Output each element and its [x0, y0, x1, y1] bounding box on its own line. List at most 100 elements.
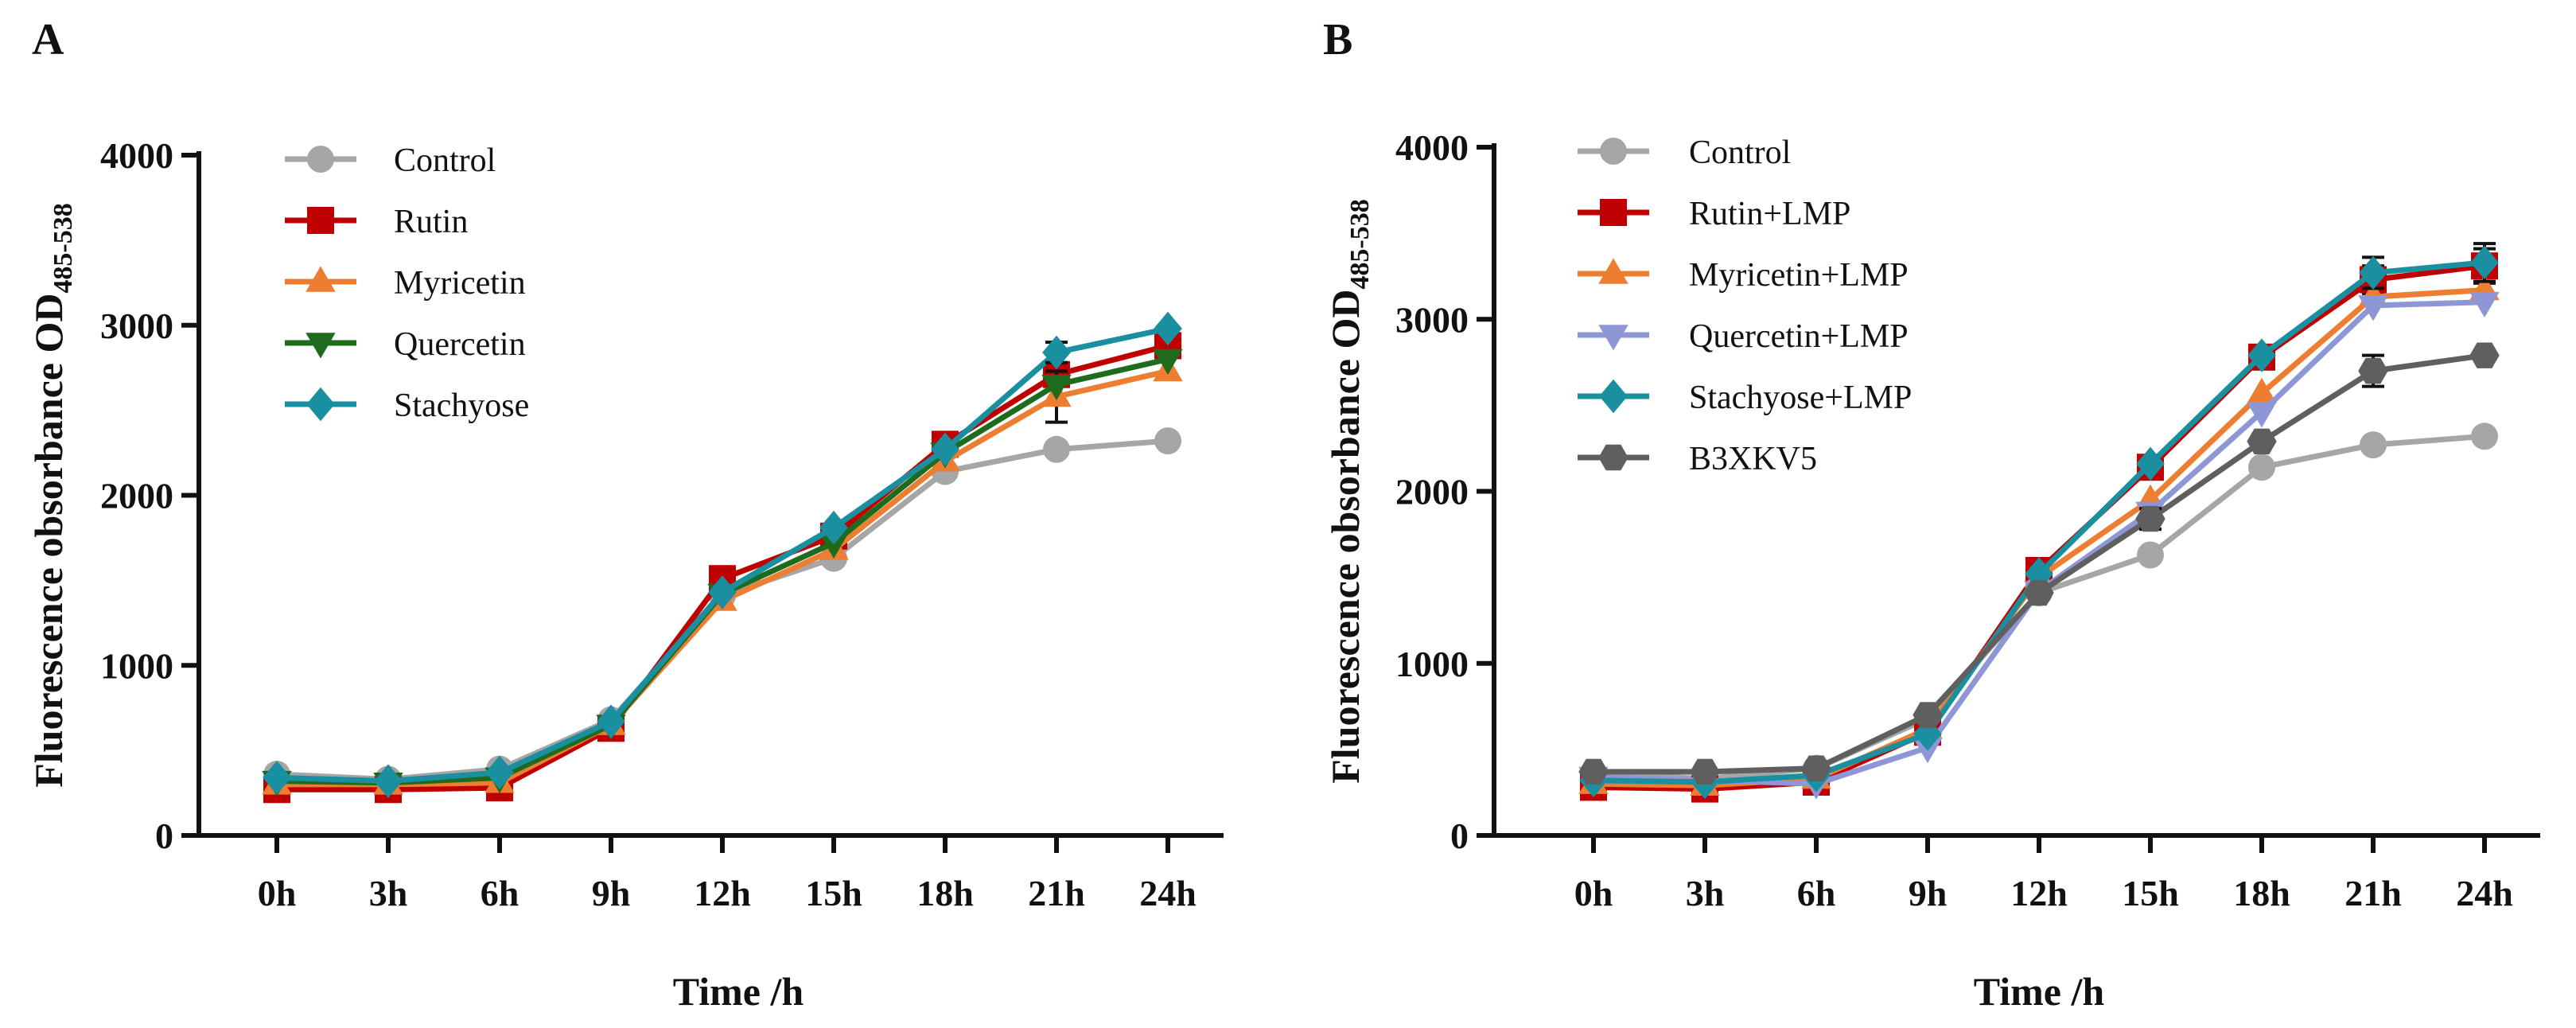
- series-line: [1593, 299, 2485, 787]
- x-tick-label: 24h: [1139, 873, 1197, 913]
- data-point: [2136, 446, 2165, 481]
- panel-b: B 0 1000 2000 3000 4000 0h 3h 6h 9h 12h 15h 18h 21h 24…: [1323, 15, 2540, 1014]
- legend-label: Rutin: [394, 204, 468, 240]
- x-tick-label: 6h: [481, 873, 519, 913]
- data-point: [2024, 579, 2054, 606]
- data-point: [1154, 427, 1181, 455]
- data-point: [2359, 255, 2387, 290]
- legend-swatch-marker: [1600, 138, 1627, 165]
- series-line: [1593, 433, 2485, 782]
- legend-swatch-marker: [1598, 258, 1628, 284]
- legend-item: Stachyose: [285, 387, 529, 424]
- x-tick-label: 15h: [2122, 873, 2179, 913]
- x-tick-label: 12h: [2010, 873, 2068, 913]
- x-tick-label: 9h: [592, 873, 631, 913]
- x-tick-label: 21h: [1028, 873, 1085, 913]
- legend-label: B3XKV5: [1689, 441, 1817, 477]
- legend-label: Myricetin+LMP: [1689, 257, 1909, 294]
- data-point: [1042, 335, 1071, 370]
- legend-item: Rutin: [285, 204, 468, 240]
- legend-swatch-marker: [307, 146, 334, 173]
- legend-swatch-marker: [1598, 444, 1628, 471]
- legend-swatch-marker: [1599, 379, 1628, 414]
- panel-label: A: [32, 15, 64, 64]
- y-tick-label: 2000: [100, 476, 173, 516]
- x-tick-label: 18h: [2233, 873, 2290, 913]
- legend-swatch-marker: [1600, 199, 1627, 226]
- series-b3xkv5: [1578, 342, 2500, 785]
- x-axis-title: Time /h: [1974, 969, 2105, 1014]
- y-tick-label: 4000: [100, 135, 173, 176]
- legend-label: Quercetin: [394, 326, 526, 363]
- x-axis-title: Time /h: [673, 969, 804, 1014]
- legend-item: Quercetin: [285, 326, 526, 363]
- legend-item: Control: [285, 142, 496, 179]
- data-point: [2247, 377, 2277, 403]
- x-tick-label: 3h: [369, 873, 408, 913]
- data-point: [1578, 758, 1609, 785]
- data-point: [819, 510, 848, 545]
- y-tick-label: 3000: [100, 306, 173, 346]
- legend-label: Rutin+LMP: [1689, 196, 1850, 232]
- data-point: [2358, 357, 2388, 384]
- legend-swatch-marker: [305, 333, 336, 359]
- y-axis-title-subscript: 485-538: [49, 203, 78, 293]
- legend-item: Stachyose+LMP: [1578, 379, 1912, 416]
- y-tick-label: 4000: [1395, 127, 1469, 168]
- data-point: [2469, 342, 2500, 368]
- data-point: [1153, 349, 1183, 376]
- legend-label: Quercetin+LMP: [1689, 318, 1909, 355]
- data-point: [597, 704, 625, 739]
- x-tick-label: 0h: [258, 873, 297, 913]
- legend-label: Control: [394, 142, 496, 179]
- y-tick-label: 1000: [1395, 644, 1469, 684]
- x-tick-label: 12h: [694, 873, 751, 913]
- data-point: [1154, 311, 1182, 346]
- data-point: [263, 761, 291, 795]
- data-point: [2470, 245, 2499, 280]
- data-point: [1913, 702, 1943, 728]
- data-point: [1043, 435, 1070, 463]
- y-axis-title-subscript: 485-538: [1345, 199, 1375, 289]
- x-tick-label: 9h: [1909, 873, 1948, 913]
- panel-a: A 0 1000 2000 3000 4000 0h 3h 6h 9h 12h 15h 18h 21h 24…: [26, 15, 1224, 1014]
- y-axis-title: Fluorescence obsorbance OD485-538: [26, 203, 78, 788]
- data-point: [2135, 505, 2165, 532]
- data-point: [2471, 422, 2498, 450]
- legend-item: Quercetin+LMP: [1578, 318, 1909, 355]
- x-tick-label: 21h: [2344, 873, 2402, 913]
- data-point: [1801, 755, 1831, 781]
- y-axis-title-main: Fluorescence obsorbance OD: [1323, 290, 1368, 784]
- series-line: [1593, 286, 2485, 789]
- data-point: [2469, 291, 2500, 318]
- panel-label: B: [1323, 15, 1352, 64]
- data-point: [1041, 374, 1072, 401]
- data-point: [2358, 295, 2388, 321]
- data-point: [819, 532, 849, 559]
- legend-item: Control: [1578, 134, 1791, 171]
- legend-swatch-marker: [305, 266, 336, 292]
- data-point: [2360, 431, 2387, 459]
- legend-label: Stachyose+LMP: [1689, 380, 1912, 416]
- legend-label: Myricetin: [394, 265, 526, 302]
- legend-item: Rutin+LMP: [1578, 196, 1850, 232]
- series-stachyose: [263, 311, 1182, 798]
- x-tick-label: 6h: [1797, 873, 1836, 913]
- legend-label: Control: [1689, 134, 1791, 171]
- legend-item: B3XKV5: [1578, 441, 1817, 477]
- x-tick-label: 15h: [805, 873, 862, 913]
- data-point: [1690, 758, 1720, 785]
- data-point: [2247, 428, 2277, 454]
- legend-swatch-marker: [306, 387, 335, 422]
- legend-item: Myricetin+LMP: [1578, 257, 1909, 294]
- y-tick-label: 3000: [1395, 299, 1469, 340]
- data-point: [485, 755, 514, 790]
- y-tick-label: 0: [1450, 816, 1469, 856]
- legend-label: Stachyose: [394, 387, 529, 424]
- data-point: [708, 575, 737, 609]
- data-point: [931, 432, 959, 467]
- data-point: [2248, 454, 2275, 481]
- x-tick-label: 18h: [916, 873, 974, 913]
- series-control: [1580, 422, 2498, 792]
